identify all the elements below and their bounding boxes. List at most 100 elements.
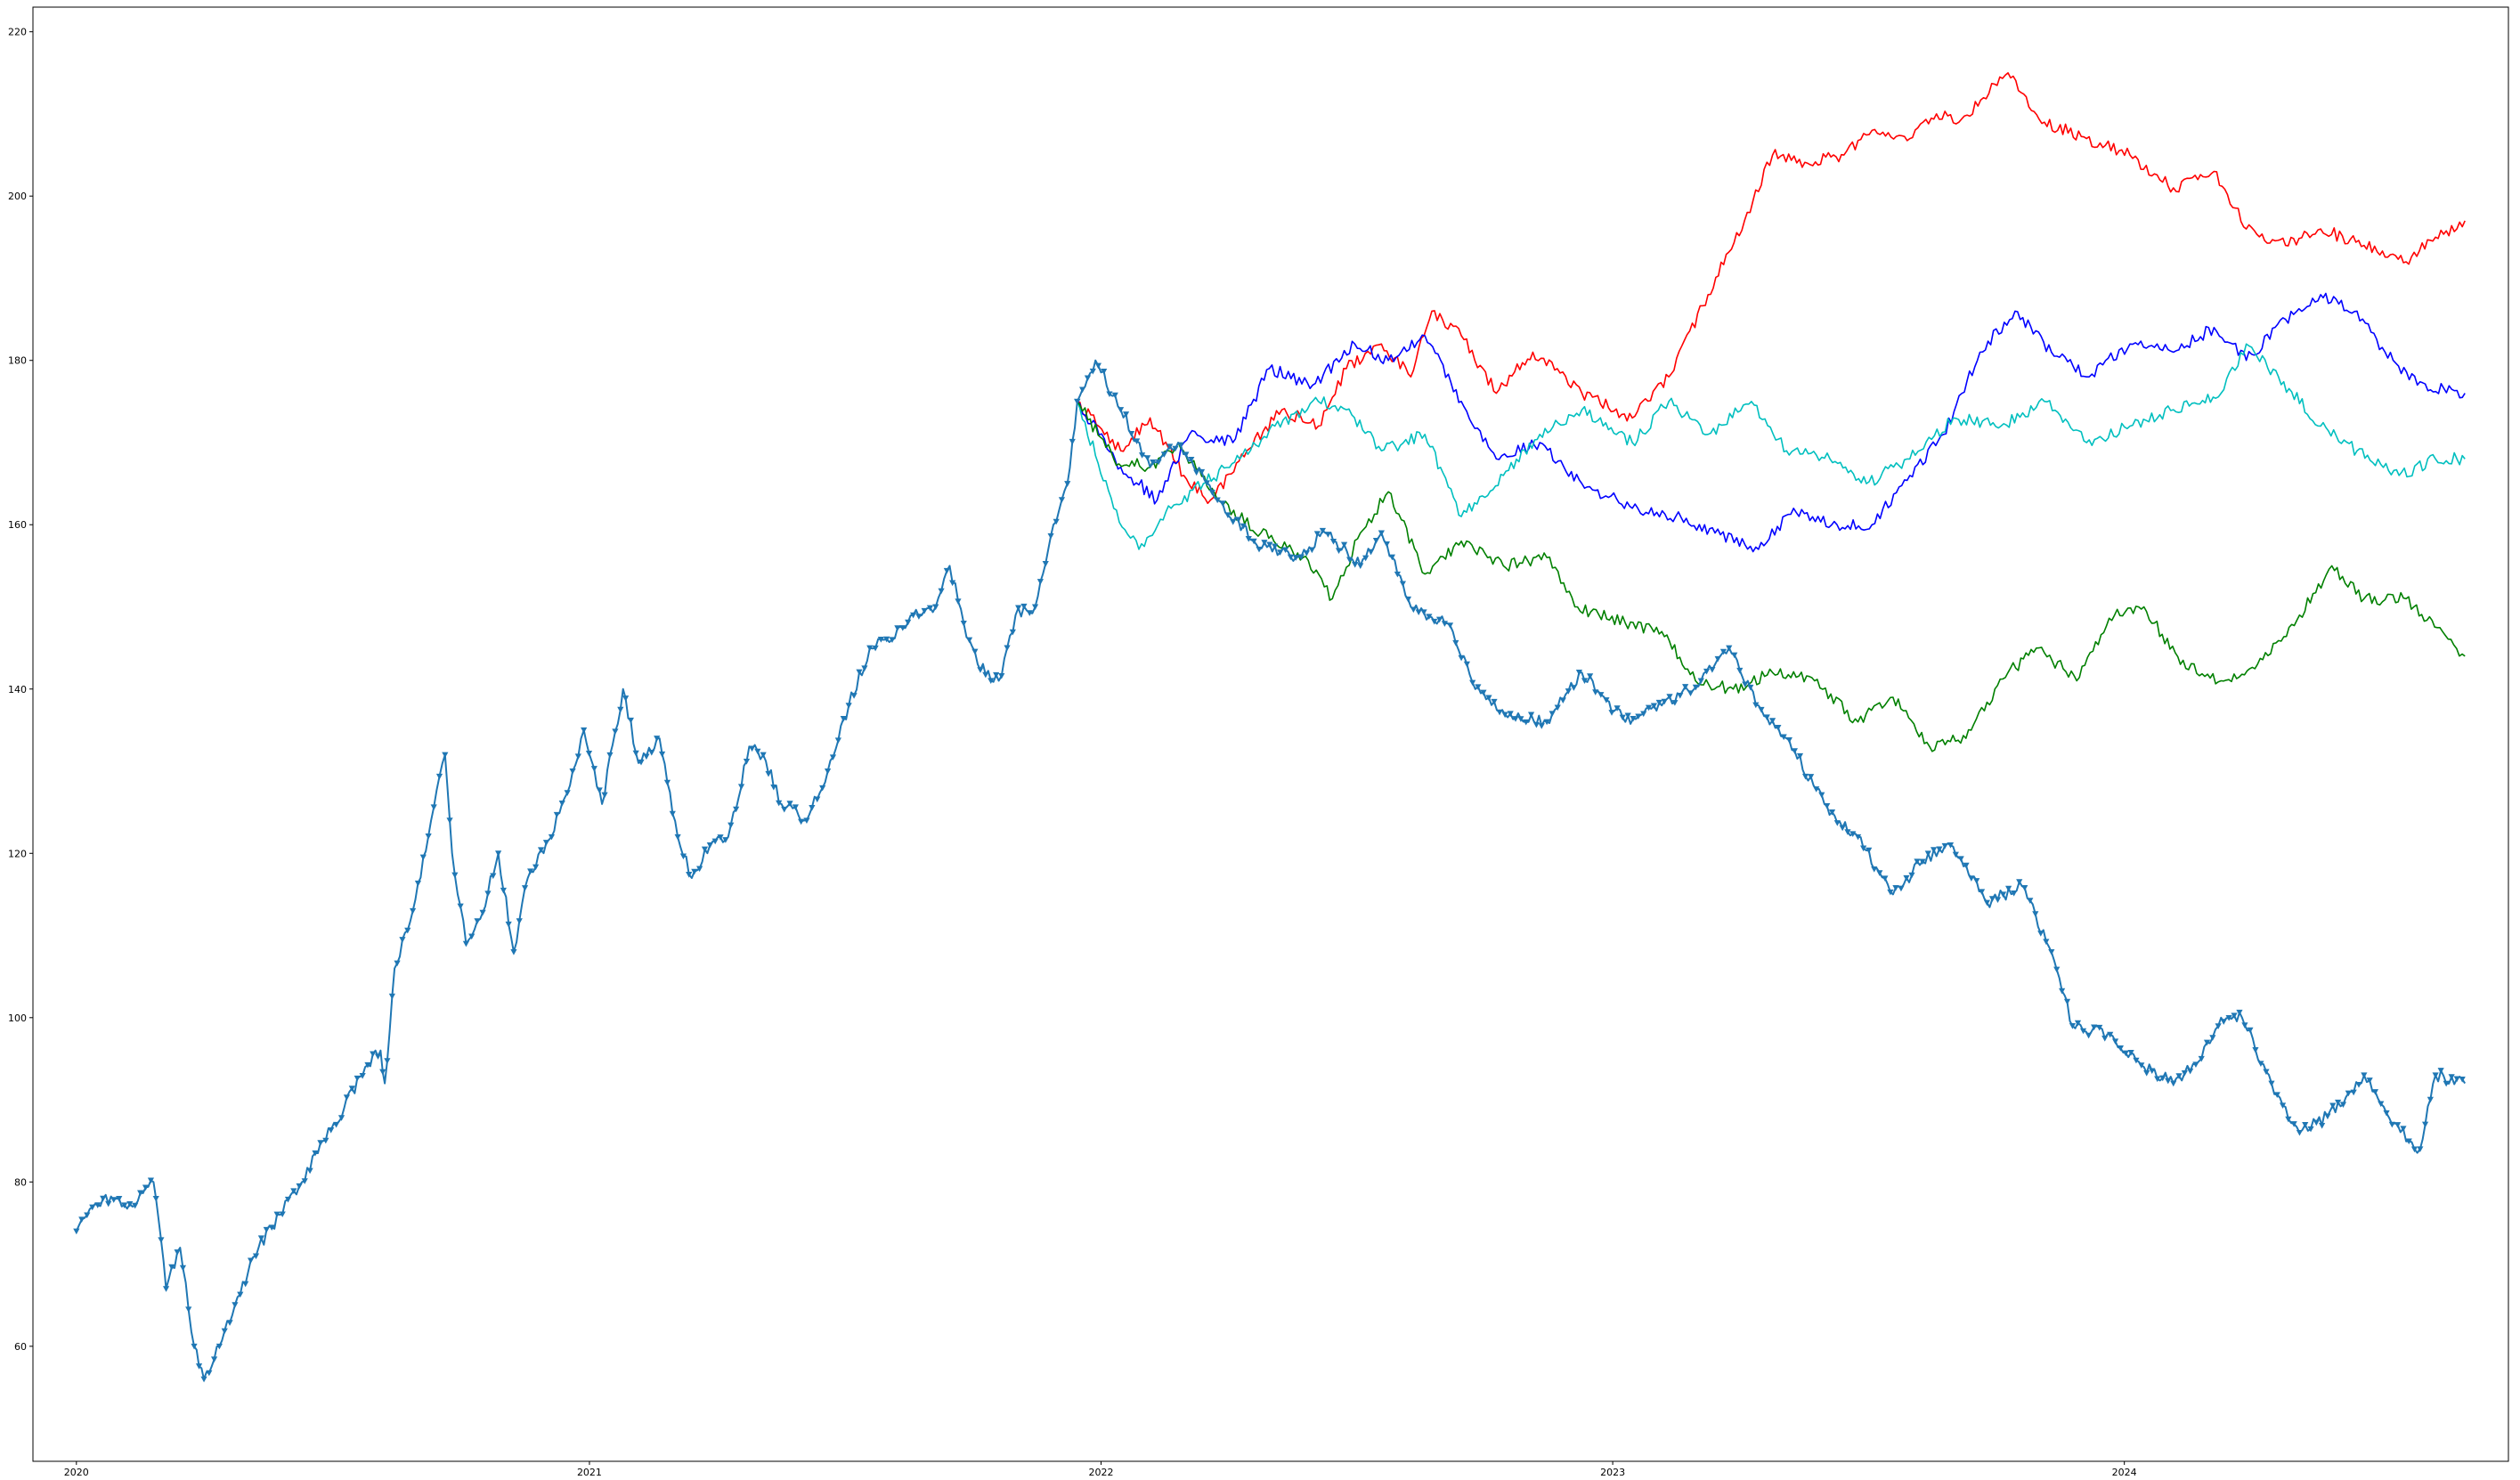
data-point-marker <box>174 1249 181 1256</box>
data-point-marker <box>861 665 868 671</box>
data-point-marker <box>883 636 890 643</box>
data-point-marker <box>743 758 751 765</box>
data-point-marker <box>1250 538 1257 545</box>
data-point-marker <box>1281 547 1289 554</box>
data-point-marker <box>809 805 816 811</box>
data-point-marker <box>1849 831 1857 838</box>
data-point-marker <box>1758 706 1765 713</box>
data-point-marker <box>622 695 630 702</box>
data-point-marker <box>2101 1036 2109 1042</box>
data-point-marker <box>1352 562 1359 568</box>
data-point-marker <box>877 637 884 643</box>
data-point-marker <box>722 837 729 843</box>
data-point-marker <box>306 1167 313 1175</box>
data-point-marker <box>889 637 896 644</box>
data-point-marker <box>2273 1092 2280 1099</box>
data-point-marker <box>1747 684 1754 691</box>
y-tick-label: 120 <box>8 848 27 859</box>
data-point-marker <box>754 748 761 755</box>
data-point-marker <box>765 770 772 777</box>
data-point-marker <box>2011 890 2018 897</box>
data-point-marker <box>348 1086 355 1092</box>
data-point-marker <box>116 1195 123 1202</box>
data-point-marker <box>435 773 443 780</box>
data-point-marker <box>1924 850 1931 857</box>
data-point-marker <box>1362 555 1370 562</box>
data-point-marker <box>1763 714 1770 720</box>
data-point-marker <box>263 1226 270 1233</box>
data-point-marker <box>84 1212 91 1219</box>
data-point-marker <box>232 1302 239 1308</box>
data-point-marker <box>242 1281 249 1288</box>
data-point-marker <box>1752 702 1760 709</box>
data-point-marker <box>2252 1047 2259 1053</box>
data-point-marker <box>770 784 777 791</box>
data-point-marker <box>701 846 709 853</box>
data-point-marker <box>1736 667 1744 674</box>
data-point-marker <box>1833 820 1841 826</box>
data-point-marker <box>824 768 832 775</box>
data-point-marker <box>322 1137 329 1144</box>
data-point-marker <box>2021 885 2028 891</box>
data-point-marker <box>786 801 793 807</box>
data-point-marker <box>1796 752 1804 760</box>
data-point-marker <box>215 1343 223 1350</box>
data-point-marker <box>1074 398 1081 405</box>
data-point-marker <box>2181 1069 2188 1077</box>
data-point-marker <box>237 1291 244 1298</box>
data-point-marker <box>179 1265 187 1272</box>
data-point-marker <box>394 960 401 967</box>
data-point-marker <box>1287 554 1295 561</box>
data-point-marker <box>1930 847 1938 853</box>
data-point-marker <box>2053 966 2061 973</box>
data-point-marker <box>1420 609 1427 616</box>
data-point-marker <box>474 918 481 924</box>
data-point-marker <box>1973 878 1980 884</box>
data-point-marker <box>1813 786 1820 793</box>
data-point-marker <box>569 768 576 775</box>
data-point-marker <box>359 1073 366 1079</box>
y-tick-label: 100 <box>8 1012 27 1024</box>
data-point-marker <box>1908 872 1915 879</box>
data-point-marker <box>425 833 432 840</box>
data-point-marker <box>638 759 645 766</box>
series-layer <box>73 72 2467 1383</box>
data-point-marker <box>1645 704 1653 712</box>
data-point-marker <box>1208 489 1215 496</box>
data-point-marker <box>1101 369 1108 375</box>
data-point-marker <box>1527 712 1535 719</box>
data-point-marker <box>706 842 713 849</box>
data-point-marker <box>845 703 852 709</box>
data-point-marker <box>1240 523 1248 530</box>
data-point-marker <box>1587 673 1594 679</box>
data-point-marker <box>1575 670 1583 676</box>
data-point-marker <box>1608 710 1615 716</box>
data-point-marker <box>2231 1012 2238 1019</box>
data-point-marker <box>643 753 650 760</box>
data-point-marker <box>1277 549 1284 556</box>
data-point-marker <box>1570 685 1577 691</box>
data-point-marker <box>1335 548 1343 554</box>
data-point-marker <box>343 1094 351 1101</box>
data-point-marker <box>301 1178 308 1184</box>
data-point-marker <box>484 890 492 897</box>
data-point-marker <box>1824 802 1831 809</box>
data-point-marker <box>1828 809 1836 816</box>
data-point-marker <box>1988 896 1996 902</box>
data-point-marker <box>612 728 619 735</box>
data-point-marker <box>1892 884 1899 891</box>
data-point-marker <box>89 1204 96 1211</box>
data-point-marker <box>2241 1022 2248 1029</box>
data-point-marker <box>1469 679 1476 687</box>
data-point-marker <box>691 868 698 875</box>
data-point-marker <box>191 1343 198 1350</box>
series-line <box>1077 401 2466 752</box>
data-point-marker <box>527 868 534 874</box>
data-point-marker <box>1507 711 1514 718</box>
data-point-marker <box>1614 705 1621 712</box>
data-point-marker <box>2405 1138 2412 1145</box>
data-point-marker <box>1731 652 1738 659</box>
data-point-marker <box>1020 603 1028 610</box>
data-point-marker <box>949 580 956 587</box>
data-point-marker <box>1224 512 1232 519</box>
